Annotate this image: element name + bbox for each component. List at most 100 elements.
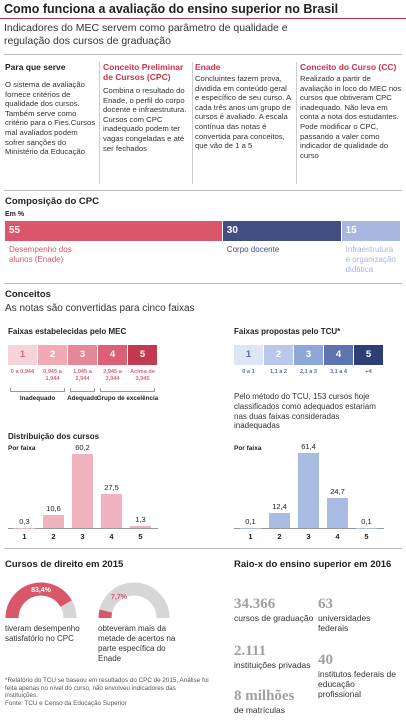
band-label: 3 xyxy=(79,349,86,360)
gauge: 7,7% xyxy=(98,582,170,619)
subtitle: Indicadores do MEC servem como parâmetro… xyxy=(4,22,288,47)
band-title: Faixas estabelecidas pelo MEC xyxy=(8,327,127,336)
category-label: 3 xyxy=(80,532,85,541)
bar-value-label: 0,1 xyxy=(361,516,372,526)
band-range: 1,945 a 2,944 xyxy=(73,369,92,382)
band-range: 2,1 a 3 xyxy=(299,369,318,375)
column-divider xyxy=(296,62,297,184)
section-title: Distribuição dos cursos xyxy=(8,432,100,441)
tcu-note: Pelo método do TCU, 153 cursos hoje clas… xyxy=(234,392,376,431)
band-box: 5 xyxy=(354,345,383,365)
gauge-label: 7,7% xyxy=(111,594,128,601)
category-label: 5 xyxy=(138,532,143,541)
band-label: 1 xyxy=(19,349,26,360)
bar-value-label: 24,7 xyxy=(330,486,345,496)
band-box: 3 xyxy=(68,345,97,365)
category-label: 1 xyxy=(22,532,27,541)
band-range: Acima de 3,945 xyxy=(130,369,155,382)
stat-text: cursos de graduação xyxy=(234,613,314,623)
stat-text: instituições privadas xyxy=(234,660,311,670)
baseline xyxy=(8,528,158,529)
baseline xyxy=(234,528,384,529)
band-title: Faixas propostas pelo TCU* xyxy=(234,327,341,336)
column-heading: Conceito Preliminar de Cursos (CPC) xyxy=(103,62,184,82)
cpc-segment xyxy=(222,221,342,241)
column-text: O sistema de avaliação fornece critérios… xyxy=(5,80,96,157)
band-box: 2 xyxy=(38,345,67,365)
cpc-label: Infraestrutura e organização didática xyxy=(345,245,396,274)
band-box: 3 xyxy=(294,345,323,365)
footnote: *Relatório do TCU se baseou em resultado… xyxy=(5,677,209,700)
band-label: 5 xyxy=(365,349,372,360)
band-range: 0 a 1 xyxy=(242,369,255,375)
column-text: Concluintes fazem prova, dividida em con… xyxy=(195,74,291,151)
band-label: 2 xyxy=(275,349,282,360)
band-label: 4 xyxy=(335,349,342,360)
category-label: 4 xyxy=(335,532,340,541)
column-heading: Conceito do Curso (CC) xyxy=(300,62,397,72)
source: Fonte: TCU e Censo da Educação Superior xyxy=(5,700,127,707)
stat-number: 8 milhões xyxy=(234,688,295,704)
bar-value-label: 60,2 xyxy=(75,443,90,453)
band-box: 1 xyxy=(8,345,37,365)
band-label: 3 xyxy=(305,349,312,360)
section-title: Composição do CPC xyxy=(5,196,99,207)
bar xyxy=(327,497,348,528)
column-heading: Enade xyxy=(195,62,221,72)
bar xyxy=(269,512,290,528)
unit-label: Em % xyxy=(5,211,25,218)
gauge-text: obteveram mais da metade de acertos na p… xyxy=(98,624,176,663)
rule xyxy=(4,190,402,191)
category-label: 5 xyxy=(364,532,369,541)
category-label: 1 xyxy=(248,532,253,541)
band-range: 0,945 a 1,944 xyxy=(43,369,62,382)
section-title: Conceitos xyxy=(5,289,51,300)
gauge-text: tiveram desempenho satisfatório no CPC xyxy=(5,624,80,643)
column-divider xyxy=(99,62,100,184)
rule xyxy=(4,54,402,55)
group-label: Adequado xyxy=(67,395,98,402)
band-range: 2,945 a 3,944 xyxy=(103,369,122,382)
bar xyxy=(72,454,93,528)
stat-text: institutos federais de educação profissi… xyxy=(318,669,396,699)
group-bracket xyxy=(70,388,95,392)
band-box: 4 xyxy=(324,345,353,365)
bar-value-label: 12,4 xyxy=(272,501,287,511)
section-subtitle: As notas são convertidas para cinco faix… xyxy=(5,303,195,314)
band-label: 2 xyxy=(49,349,56,360)
cpc-label: Desempenho dos alunos (Enade) xyxy=(9,245,72,264)
rule xyxy=(4,548,402,549)
category-label: 2 xyxy=(277,532,282,541)
cpc-value: 30 xyxy=(226,225,238,236)
chart-subtitle: Por faixa xyxy=(234,445,262,452)
cpc-value: 55 xyxy=(9,225,21,236)
stat-number: 40 xyxy=(318,652,333,668)
column-heading: Para que serve xyxy=(5,62,66,72)
bar xyxy=(101,494,122,528)
bar-value-label: 1,3 xyxy=(135,515,146,525)
band-range: +4 xyxy=(365,369,372,375)
gauge-track xyxy=(98,582,170,619)
band-range: 0 a 0,944 xyxy=(10,369,35,375)
category-label: 2 xyxy=(51,532,56,541)
stat-number: 34.366 xyxy=(234,596,276,612)
cpc-value: 15 xyxy=(345,225,357,236)
bar-value-label: 0,3 xyxy=(19,516,30,526)
band-label: 1 xyxy=(245,349,252,360)
bar-value-label: 0,1 xyxy=(245,516,256,526)
bar-value-label: 27,5 xyxy=(104,483,119,493)
bar xyxy=(298,453,319,528)
stat-text: de matrículas xyxy=(234,705,286,715)
group-bracket xyxy=(10,388,65,392)
bar xyxy=(43,515,64,528)
category-label: 3 xyxy=(306,532,311,541)
title: Como funciona a avaliação do ensino supe… xyxy=(4,2,339,16)
band-box: 4 xyxy=(98,345,127,365)
group-label: Grupo de excelência xyxy=(96,395,159,402)
band-range: 3,1 a 4 xyxy=(329,369,348,375)
band-box: 2 xyxy=(264,345,293,365)
stat-number: 63 xyxy=(318,596,333,612)
band-range: 1,1 a 2 xyxy=(269,369,288,375)
bar xyxy=(130,526,151,528)
group-bracket xyxy=(100,388,155,392)
